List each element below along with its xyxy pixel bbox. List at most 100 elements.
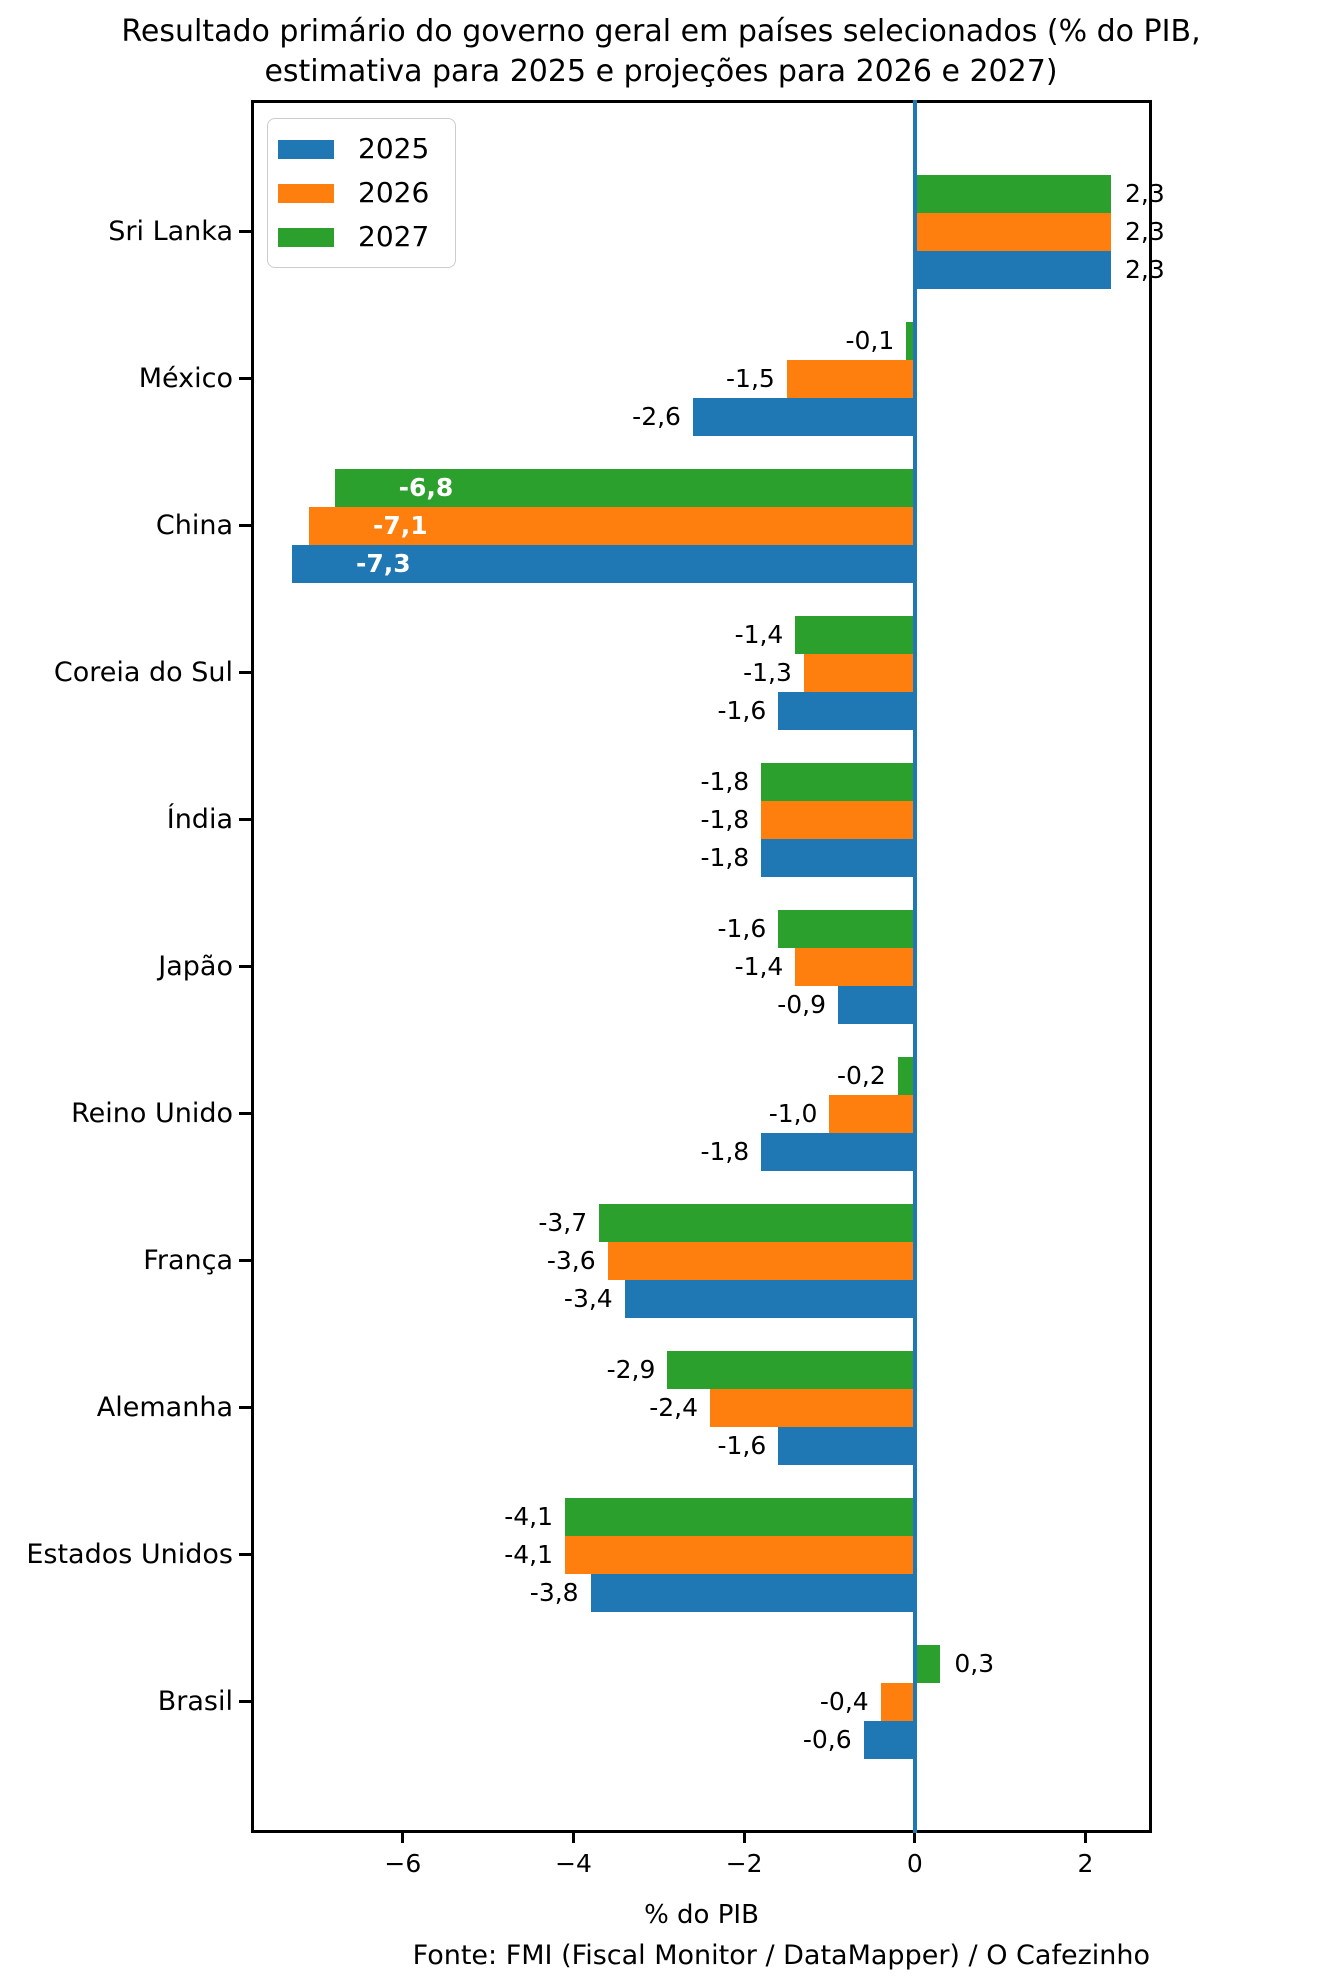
x-tick-mark [572, 1833, 576, 1843]
legend: 2025 2026 2027 [267, 118, 457, 268]
bar-value-label: -3,4 [563, 1284, 613, 1314]
bar-value-label: -7,3 [355, 549, 411, 579]
chart-title: Resultado primário do governo geral em p… [0, 12, 1322, 92]
y-tick-label: Coreia do Sul [53, 656, 233, 688]
bar-2025-sri-lanka [914, 250, 1112, 289]
bar-value-label: -1,8 [700, 843, 750, 873]
bar-value-label: -1,8 [700, 805, 750, 835]
y-tick-label: México [138, 362, 233, 394]
y-tick-mark [239, 377, 251, 381]
bar-value-label: -2,9 [606, 1355, 656, 1385]
x-tick-label: 0 [906, 1849, 923, 1878]
legend-label: 2027 [358, 220, 430, 253]
chart-title-line-2: estimativa para 2025 e projeções para 20… [264, 54, 1058, 89]
bar-2027-brasil [914, 1644, 941, 1683]
bar-value-label: -7,1 [373, 511, 428, 541]
bar-2025-alemanha [778, 1426, 915, 1465]
y-tick-mark [239, 1553, 251, 1557]
bar-value-label: 2,3 [1125, 217, 1165, 247]
legend-item-2027: 2027 [278, 220, 429, 254]
bar-value-label: -2,4 [649, 1393, 699, 1423]
bar-2025-méxico [692, 397, 915, 436]
y-tick-mark [239, 1406, 251, 1410]
bar-value-label: -1,4 [734, 620, 784, 650]
bar-2026-china [309, 506, 915, 545]
bar-value-label: -0,6 [802, 1725, 852, 1755]
y-tick-label: Alemanha [96, 1391, 233, 1423]
y-tick-mark [239, 1112, 251, 1116]
legend-swatch-2026 [278, 183, 334, 203]
bar-2026-estados-unidos [564, 1535, 915, 1574]
bar-value-label: -0,4 [819, 1687, 869, 1717]
bar-value-label: 2,3 [1125, 179, 1165, 209]
x-tick-label: 2 [1077, 1849, 1094, 1878]
legend-swatch-2025 [278, 139, 334, 159]
bar-2027-sri-lanka [914, 174, 1112, 213]
y-tick-label: França [143, 1244, 233, 1276]
x-tick-mark [401, 1833, 405, 1843]
legend-item-2025: 2025 [278, 132, 429, 166]
bar-2027-méxico [906, 321, 915, 360]
y-tick-label: Reino Unido [71, 1097, 233, 1129]
legend-label: 2025 [358, 132, 430, 165]
x-axis-label: % do PIB [644, 1900, 759, 1930]
legend-swatch-2027 [278, 227, 334, 247]
bar-value-label: -3,8 [529, 1578, 579, 1608]
bar-2027-coreia-do-sul [795, 615, 915, 654]
y-tick-label: Japão [158, 950, 233, 982]
bar-value-label: -0,2 [836, 1061, 886, 1091]
bar-2026-brasil [880, 1682, 915, 1721]
y-tick-mark [239, 671, 251, 675]
bar-2025-brasil [863, 1720, 915, 1759]
y-tick-mark [239, 1259, 251, 1263]
bar-2026-japão [795, 947, 915, 986]
bar-2027-japão [778, 909, 915, 948]
chart-title-line-1: Resultado primário do governo geral em p… [121, 14, 1201, 49]
bar-2026-alemanha [710, 1388, 915, 1427]
bar-value-label: -3,7 [538, 1208, 588, 1238]
source-credit: Fonte: FMI (Fiscal Monitor / DataMapper)… [412, 1940, 1150, 1971]
x-tick-mark [1083, 1833, 1087, 1843]
y-tick-mark [239, 230, 251, 234]
bar-2025-estados-unidos [590, 1573, 915, 1612]
bar-2026-frança [607, 1241, 915, 1280]
bar-value-label: -0,9 [777, 990, 826, 1020]
bar-2025-china [291, 544, 915, 583]
bar-value-label: -1,8 [700, 1137, 750, 1167]
bar-2026-sri-lanka [914, 212, 1112, 251]
y-tick-mark [239, 818, 251, 822]
bar-value-label: -1,6 [717, 914, 767, 944]
bar-2025-frança [624, 1279, 915, 1318]
bar-2025-japão [838, 985, 915, 1024]
bar-2026-índia [761, 800, 915, 839]
y-tick-label: China [155, 509, 233, 541]
bar-2025-coreia-do-sul [778, 691, 915, 730]
zero-axis-line [912, 100, 917, 1833]
y-tick-label: Índia [166, 803, 233, 835]
bar-value-label: -3,6 [546, 1246, 596, 1276]
bar-2027-china [334, 468, 915, 507]
x-tick-label: −2 [725, 1849, 763, 1878]
bar-2027-estados-unidos [564, 1497, 915, 1536]
x-tick-label: −4 [555, 1849, 592, 1878]
bar-value-label: -1,0 [768, 1099, 818, 1129]
bar-value-label: -1,4 [734, 952, 784, 982]
bar-2027-frança [599, 1203, 915, 1242]
bar-value-label: -6,8 [398, 473, 454, 503]
x-tick-label: −6 [384, 1849, 422, 1878]
legend-item-2026: 2026 [278, 176, 429, 210]
y-tick-label: Sri Lanka [108, 215, 233, 247]
bar-value-label: 0,3 [954, 1649, 995, 1679]
bar-value-label: -4,1 [504, 1502, 553, 1532]
bar-value-label: -4,1 [504, 1540, 553, 1570]
bar-value-label: -1,5 [726, 364, 775, 394]
y-tick-mark [239, 1700, 251, 1704]
y-tick-mark [239, 524, 251, 528]
x-tick-mark [742, 1833, 746, 1843]
bar-value-label: -0,1 [845, 326, 895, 356]
legend-label: 2026 [358, 176, 430, 209]
bar-2026-reino-unido [829, 1094, 915, 1133]
y-tick-mark [239, 965, 251, 969]
